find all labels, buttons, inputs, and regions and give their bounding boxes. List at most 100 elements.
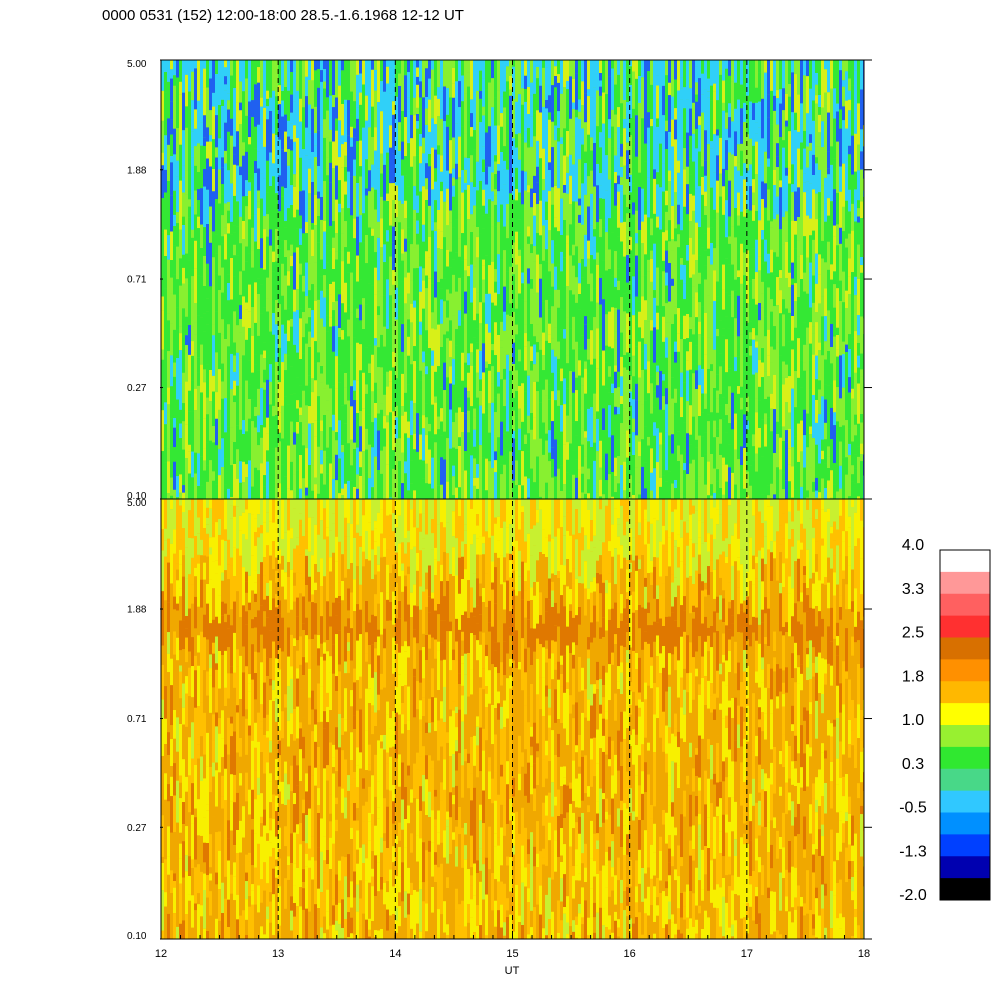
spectrogram-cell bbox=[479, 478, 482, 499]
spectrogram-cell bbox=[200, 631, 203, 667]
spectrogram-cell bbox=[740, 84, 743, 109]
spectrogram-cell bbox=[197, 216, 200, 229]
spectrogram-cell bbox=[701, 358, 704, 369]
spectrogram-cell bbox=[239, 852, 242, 874]
spectrogram-cell bbox=[248, 167, 251, 174]
spectrogram-cell bbox=[827, 92, 830, 113]
spectrogram-cell bbox=[446, 114, 449, 127]
spectrogram-cell bbox=[767, 166, 770, 190]
spectrogram-cell bbox=[425, 366, 428, 375]
spectrogram-cell bbox=[338, 85, 341, 121]
spectrogram-cell bbox=[848, 145, 851, 155]
spectrogram-cell bbox=[395, 486, 398, 499]
spectrogram-cell bbox=[530, 244, 533, 254]
spectrogram-cell bbox=[194, 128, 197, 147]
spectrogram-cell bbox=[359, 206, 362, 216]
spectrogram-cell bbox=[242, 326, 245, 356]
spectrogram-cell bbox=[296, 229, 299, 248]
spectrogram-cell bbox=[833, 328, 836, 337]
spectrogram-cell bbox=[647, 321, 650, 362]
spectrogram-cell bbox=[641, 296, 644, 339]
spectrogram-cell bbox=[722, 289, 725, 310]
spectrogram-cell bbox=[407, 421, 410, 438]
spectrogram-cell bbox=[614, 406, 617, 415]
spectrogram-cell bbox=[227, 283, 230, 301]
spectrogram-cell bbox=[452, 83, 455, 98]
spectrogram-cell bbox=[788, 168, 791, 184]
spectrogram-cell bbox=[236, 666, 239, 706]
spectrogram-cell bbox=[611, 383, 614, 393]
spectrogram-cell bbox=[683, 60, 686, 88]
spectrogram-cell bbox=[263, 735, 266, 774]
spectrogram-cell bbox=[806, 327, 809, 345]
spectrogram-cell bbox=[746, 236, 749, 251]
spectrogram-cell bbox=[767, 446, 770, 486]
spectrogram-cell bbox=[275, 458, 278, 494]
spectrogram-cell bbox=[716, 469, 719, 482]
spectrogram-cell bbox=[659, 444, 662, 478]
spectrogram-cell bbox=[263, 467, 266, 476]
spectrogram-cell bbox=[350, 406, 353, 440]
spectrogram-cell bbox=[488, 293, 491, 333]
spectrogram-cell bbox=[227, 233, 230, 275]
spectrogram-cell bbox=[557, 405, 560, 446]
spectrogram-cell bbox=[227, 223, 230, 234]
spectrogram-cell bbox=[599, 198, 602, 220]
spectrogram-cell bbox=[170, 78, 173, 102]
spectrogram-cell bbox=[329, 225, 332, 250]
spectrogram-cell bbox=[368, 284, 371, 296]
spectrogram-cell bbox=[488, 210, 491, 218]
spectrogram-cell bbox=[788, 183, 791, 217]
spectrogram-cell bbox=[731, 317, 734, 358]
spectrogram-cell bbox=[749, 138, 752, 165]
spectrogram-cell bbox=[584, 60, 587, 94]
spectrogram-cell bbox=[653, 391, 656, 398]
spectrogram-cell bbox=[209, 834, 212, 868]
spectrogram-cell bbox=[680, 77, 683, 89]
spectrogram-cell bbox=[443, 201, 446, 238]
spectrogram-cell bbox=[458, 437, 461, 446]
spectrogram-cell bbox=[353, 400, 356, 443]
spectrogram-cell bbox=[335, 130, 338, 166]
spectrogram-cell bbox=[566, 388, 569, 416]
spectrogram-cell bbox=[824, 262, 827, 289]
spectrogram-cell bbox=[545, 67, 548, 100]
spectrogram-cell bbox=[566, 156, 569, 173]
spectrogram-cell bbox=[755, 471, 758, 485]
spectrogram-cell bbox=[218, 595, 221, 624]
spectrogram-cell bbox=[263, 307, 266, 343]
spectrogram-cell bbox=[800, 169, 803, 178]
spectrogram-cell bbox=[302, 353, 305, 391]
spectrogram-cell bbox=[347, 60, 350, 69]
spectrogram-cell bbox=[719, 74, 722, 116]
spectrogram-cell bbox=[314, 60, 317, 71]
spectrogram-cell bbox=[365, 95, 368, 121]
spectrogram-cell bbox=[179, 549, 182, 565]
spectrogram-cell bbox=[548, 334, 551, 343]
spectrogram-cell bbox=[206, 843, 209, 876]
spectrogram-cell bbox=[164, 349, 167, 382]
spectrogram-cell bbox=[197, 486, 200, 499]
spectrogram-cell bbox=[329, 317, 332, 327]
spectrogram-cell bbox=[434, 434, 437, 443]
spectrogram-cell bbox=[818, 218, 821, 255]
spectrogram-cell bbox=[257, 278, 260, 295]
spectrogram-cell bbox=[707, 91, 710, 98]
spectrogram-cell bbox=[242, 482, 245, 499]
spectrogram-cell bbox=[164, 815, 167, 860]
spectrogram-cell bbox=[269, 60, 272, 98]
spectrogram-cell bbox=[818, 342, 821, 351]
spectrogram-cell bbox=[578, 205, 581, 215]
spectrogram-cell bbox=[188, 325, 191, 355]
spectrogram-cell bbox=[710, 338, 713, 365]
spectrogram-cell bbox=[692, 459, 695, 499]
spectrogram-cell bbox=[320, 373, 323, 383]
spectrogram-cell bbox=[179, 539, 182, 550]
spectrogram-cell bbox=[254, 627, 257, 652]
spectrogram-cell bbox=[548, 230, 551, 264]
spectrogram-cell bbox=[572, 255, 575, 266]
spectrogram-cell bbox=[464, 451, 467, 471]
spectrogram-cell bbox=[260, 525, 263, 534]
spectrogram-cell bbox=[215, 115, 218, 148]
spectrogram-cell bbox=[839, 465, 842, 489]
